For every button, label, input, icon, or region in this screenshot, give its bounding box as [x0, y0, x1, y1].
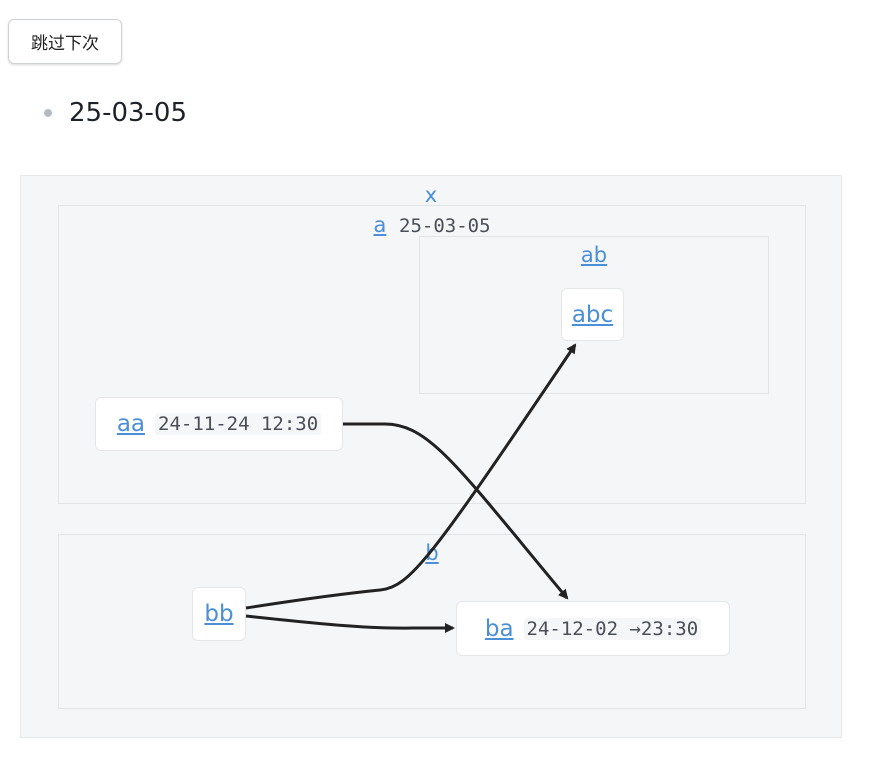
group-b-link[interactable]: b	[425, 541, 439, 565]
node-aa[interactable]: aa 24-11-24 12:30	[95, 397, 343, 451]
node-aa-time: 24-11-24 12:30	[155, 413, 322, 435]
node-ba-link[interactable]: ba	[484, 615, 514, 642]
group-ab-link[interactable]: ab	[580, 243, 608, 267]
root-label: x	[21, 182, 841, 208]
group-a: a 25-03-05 ab	[58, 205, 806, 504]
node-aa-link[interactable]: aa	[116, 411, 146, 437]
group-ab: ab	[419, 236, 769, 394]
group-ab-label: ab	[420, 242, 768, 268]
group-b-label: b	[59, 540, 805, 566]
node-abc-link[interactable]: abc	[571, 301, 614, 328]
date-list-item: 25-03-05	[40, 94, 187, 132]
group-a-label: a 25-03-05	[59, 212, 805, 239]
bullet-icon	[44, 109, 52, 117]
group-a-link[interactable]: a	[373, 213, 387, 237]
date-text: 25-03-05	[69, 98, 188, 128]
group-a-date: 25-03-05	[399, 215, 491, 237]
node-bb-link[interactable]: bb	[204, 601, 234, 627]
node-abc[interactable]: abc	[561, 288, 624, 341]
node-ba[interactable]: ba 24-12-02 →23:30	[456, 601, 730, 656]
root-link[interactable]: x	[424, 183, 438, 207]
skip-next-button[interactable]: 跳过下次	[8, 19, 122, 64]
date-list: 25-03-05	[40, 94, 187, 132]
node-bb[interactable]: bb	[192, 587, 246, 641]
node-ba-time: 24-12-02 →23:30	[523, 617, 702, 640]
